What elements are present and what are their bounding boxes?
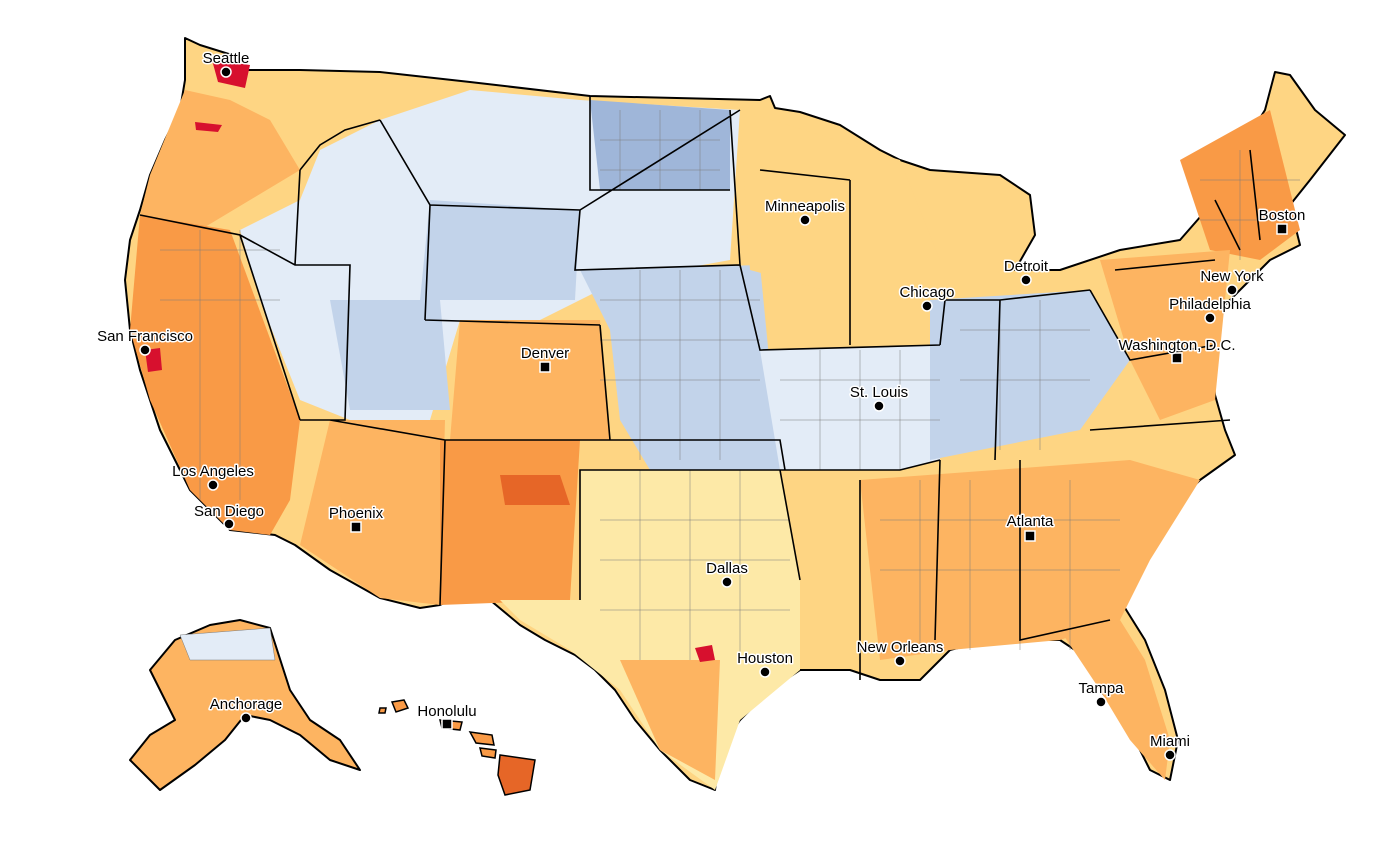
- city-label: Philadelphia: [1169, 296, 1251, 313]
- city-san-francisco: San Francisco: [96, 327, 194, 356]
- city-square-marker: [1024, 530, 1036, 542]
- city-honolulu: Honolulu: [416, 702, 478, 730]
- city-label: Anchorage: [210, 696, 283, 713]
- city-label: New Orleans: [857, 639, 944, 656]
- pacific-coast-warm: [140, 90, 300, 230]
- city-circle-marker: [759, 666, 771, 678]
- city-square-marker: [441, 718, 453, 730]
- city-square-marker: [539, 361, 551, 373]
- city-circle-marker: [207, 479, 219, 491]
- alaska-north: [179, 627, 276, 661]
- city-label: Tampa: [1078, 680, 1124, 697]
- state-borders: [139, 96, 1261, 680]
- city-circle-marker: [799, 214, 811, 226]
- city-boston: Boston: [1257, 206, 1307, 235]
- california-warm: [130, 215, 300, 535]
- bay-area-hot: [145, 348, 162, 372]
- alaska: [129, 619, 361, 791]
- city-label: Boston: [1259, 207, 1306, 224]
- south-texas-warm: [620, 660, 720, 780]
- colorado-dark: [500, 475, 570, 505]
- city-detroit: Detroit: [1002, 257, 1050, 286]
- city-circle-marker: [1204, 312, 1216, 324]
- city-label: Dallas: [706, 560, 748, 577]
- city-label: Houston: [737, 650, 793, 667]
- city-tampa: Tampa: [1077, 679, 1126, 708]
- city-st-louis: St. Louis: [848, 383, 910, 412]
- wyoming-cool: [420, 200, 580, 300]
- city-los-angeles: Los Angeles: [171, 462, 255, 491]
- city-label: Miami: [1150, 733, 1190, 750]
- city-circle-marker: [894, 655, 906, 667]
- city-square-marker: [1171, 352, 1183, 364]
- city-circle-marker: [1226, 284, 1238, 296]
- southern-rockies-warm: [440, 440, 580, 605]
- midwest-cool: [760, 345, 940, 470]
- city-new-york: New York: [1199, 267, 1266, 296]
- city-circle-marker: [139, 344, 151, 356]
- city-label: Minneapolis: [765, 198, 845, 215]
- upper-midwest-warm: [740, 110, 940, 300]
- city-circle-marker: [921, 300, 933, 312]
- city-circle-marker: [223, 518, 235, 530]
- city-atlanta: Atlanta: [1005, 512, 1056, 542]
- city-anchorage: Anchorage: [208, 695, 284, 724]
- city-seattle: Seattle: [201, 49, 251, 78]
- city-square-marker: [1276, 223, 1288, 235]
- city-label: St. Louis: [850, 384, 908, 401]
- mid-atlantic-warm: [1100, 250, 1230, 420]
- city-markers: Seattle Minneapolis Boston Detroit New York C…: [96, 49, 1307, 761]
- city-label: San Francisco: [97, 328, 193, 345]
- city-label: Honolulu: [417, 703, 476, 720]
- city-label: Detroit: [1004, 258, 1049, 275]
- city-san-diego: San Diego: [192, 502, 266, 530]
- city-houston: Houston: [736, 649, 794, 678]
- region-fills: [124, 37, 1346, 795]
- city-chicago: Chicago: [898, 283, 956, 312]
- city-square-marker: [350, 521, 362, 533]
- city-miami: Miami: [1149, 732, 1192, 761]
- colorado-warm: [450, 320, 610, 440]
- texas-mixed: [500, 470, 800, 790]
- city-label: Phoenix: [329, 505, 384, 522]
- city-circle-marker: [873, 400, 885, 412]
- city-denver: Denver: [519, 344, 571, 373]
- city-circle-marker: [220, 66, 232, 78]
- city-minneapolis: Minneapolis: [763, 197, 847, 226]
- city-philadelphia: Philadelphia: [1168, 295, 1253, 324]
- county-borders: [160, 110, 1300, 660]
- city-washington-dc: Washington, D.C.: [1117, 336, 1237, 364]
- portland-hot: [195, 122, 222, 132]
- city-label: Seattle: [203, 50, 250, 67]
- city-circle-marker: [721, 576, 733, 588]
- city-label: Denver: [521, 345, 569, 362]
- city-circle-marker: [1095, 696, 1107, 708]
- great-basin-cool: [330, 300, 450, 410]
- city-phoenix: Phoenix: [327, 504, 385, 533]
- city-circle-marker: [240, 712, 252, 724]
- city-circle-marker: [1020, 274, 1032, 286]
- city-label: Washington, D.C.: [1119, 337, 1236, 354]
- city-label: Atlanta: [1007, 513, 1054, 530]
- appalachia-cool: [930, 290, 1130, 460]
- city-label: Chicago: [899, 284, 954, 301]
- city-circle-marker: [1164, 749, 1176, 761]
- city-label: Los Angeles: [172, 463, 254, 480]
- southeast-warm: [860, 460, 1200, 660]
- city-new-orleans: New Orleans: [855, 638, 945, 667]
- city-label: San Diego: [194, 503, 264, 520]
- austin-hot: [695, 645, 715, 662]
- city-label: New York: [1200, 268, 1264, 285]
- southwest-warm: [300, 420, 445, 605]
- city-dallas: Dallas: [705, 559, 749, 588]
- florida-warm: [1060, 620, 1170, 780]
